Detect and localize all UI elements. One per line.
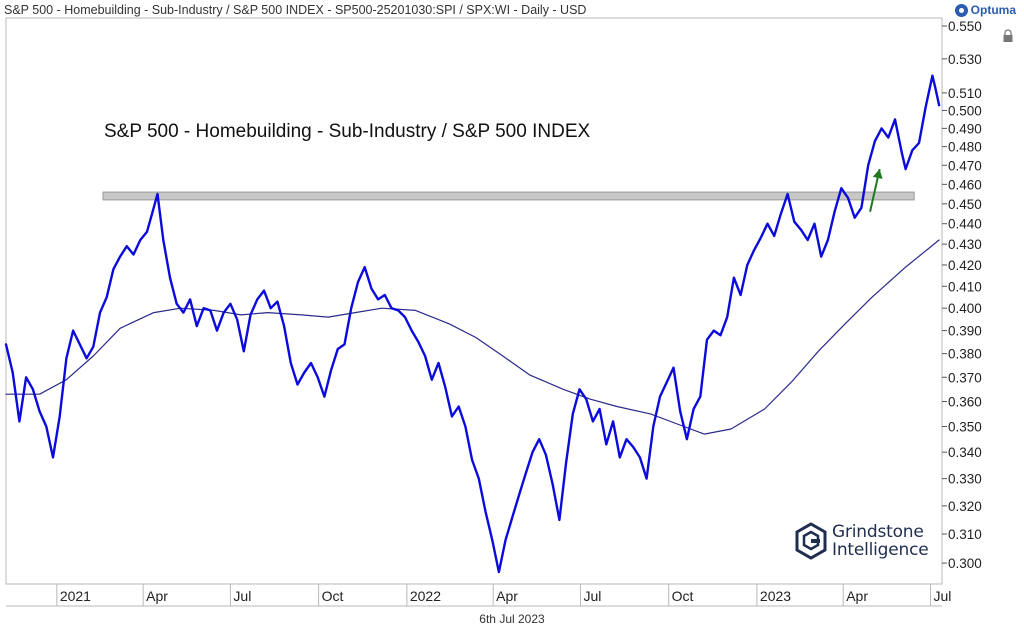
y-tick-label: 0.350 (948, 419, 982, 434)
y-tick-label: 0.330 (948, 472, 982, 487)
grindstone-logo: Grindstone Intelligence (794, 522, 929, 560)
price-chart[interactable]: 0.300 0.310 0.320 0.330 0.340 0.350 0.360 0.370… (0, 0, 1024, 612)
x-tick-label: Jul (933, 588, 951, 604)
resistance-zone (102, 191, 915, 201)
y-tick-label: 0.450 (948, 197, 982, 212)
y-tick-label: 0.370 (948, 370, 982, 385)
moving-average-line (5, 239, 940, 435)
moving-average-layer (5, 239, 940, 435)
x-axis: 2021 Apr Jul Oct 2022 Apr Jul Oct 2023 Apr Jul (56, 584, 951, 606)
y-tick-label: 0.490 (948, 121, 982, 136)
x-tick-label: Jul (583, 588, 601, 604)
logo-line-2: Intelligence (832, 540, 929, 560)
x-tick-label: Jul (233, 588, 251, 604)
optuma-brand-text: Optuma (970, 3, 1016, 17)
price-ratio-line (4, 74, 941, 574)
y-tick-label: 0.430 (948, 237, 982, 252)
y-tick-label: 0.460 (948, 177, 982, 192)
y-tick-label: 0.500 (948, 103, 982, 118)
y-tick-label: 0.380 (948, 347, 982, 362)
y-tick-label: 0.320 (948, 499, 982, 514)
resistance-zone-layer (102, 191, 915, 201)
y-tick-label: 0.360 (948, 395, 982, 410)
annotation-layer (869, 168, 883, 212)
y-tick-label: 0.440 (948, 217, 982, 232)
optuma-logo-icon (954, 3, 968, 17)
x-tick-label: Oct (322, 588, 344, 604)
lock-icon[interactable] (1003, 29, 1013, 42)
plot-area (5, 17, 943, 585)
chart-title: S&P 500 - Homebuilding - Sub-Industry / … (104, 121, 590, 142)
x-tick-label: Apr (146, 588, 168, 604)
x-tick-label: 2023 (760, 588, 791, 604)
y-tick-label: 0.310 (948, 527, 982, 542)
grindstone-hexagon-icon (795, 522, 827, 560)
y-tick-label: 0.420 (948, 258, 982, 273)
y-tick-label: 0.400 (948, 301, 982, 316)
y-tick-label: 0.470 (948, 158, 982, 173)
y-tick-label: 0.300 (948, 556, 982, 571)
y-tick-label: 0.550 (948, 19, 982, 34)
breakout-arrow-head (872, 169, 883, 179)
x-tick-label: Apr (496, 588, 518, 604)
logo-line-1: Grindstone (832, 522, 924, 542)
y-tick-label: 0.410 (948, 279, 982, 294)
chart-header-title: S&P 500 - Homebuilding - Sub-Industry / … (4, 3, 587, 17)
chart-date: 6th Jul 2023 (479, 612, 545, 626)
y-tick-label: 0.390 (948, 324, 982, 339)
optuma-brand: Optuma (954, 3, 1016, 17)
price-layer (4, 74, 941, 574)
x-tick-label: 2021 (60, 588, 91, 604)
y-tick-label: 0.530 (948, 52, 982, 67)
y-tick-label: 0.480 (948, 140, 982, 155)
x-tick-label: Oct (672, 588, 694, 604)
x-tick-label: 2022 (410, 588, 441, 604)
y-tick-label: 0.510 (948, 86, 982, 101)
y-axis: 0.300 0.310 0.320 0.330 0.340 0.350 0.360 0.370… (942, 19, 982, 571)
x-tick-label: Apr (846, 588, 868, 604)
y-tick-label: 0.340 (948, 445, 982, 460)
